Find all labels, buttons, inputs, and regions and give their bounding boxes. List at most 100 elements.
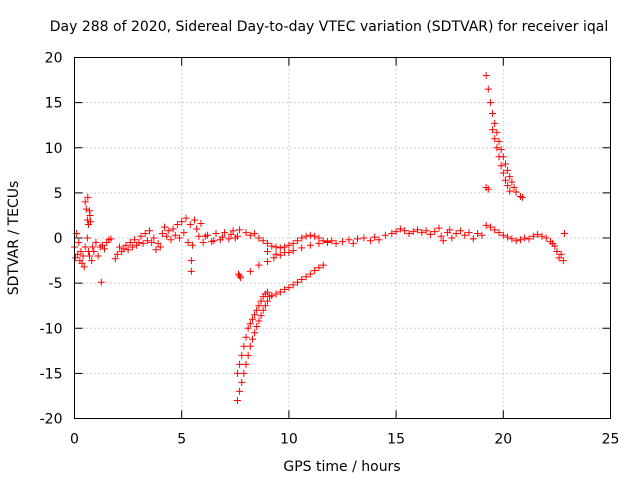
data-point xyxy=(486,223,494,231)
data-point xyxy=(482,221,490,229)
data-point xyxy=(516,236,524,244)
data-point xyxy=(366,237,374,245)
y-tick-labels: -20 -15 -10 -5 0 5 10 15 20 xyxy=(40,51,63,428)
data-point xyxy=(504,166,512,174)
y-tick-label: 5 xyxy=(54,186,63,202)
data-point xyxy=(508,178,516,186)
data-point xyxy=(193,225,201,233)
data-point xyxy=(72,254,80,262)
data-point xyxy=(251,329,259,337)
data-point xyxy=(504,233,512,241)
y-tick-label: 15 xyxy=(45,96,63,112)
data-point xyxy=(176,234,184,242)
data-point xyxy=(236,272,244,280)
data-point xyxy=(306,270,314,278)
data-point xyxy=(255,234,263,242)
data-point xyxy=(111,255,119,263)
data-point xyxy=(246,231,254,239)
data-point xyxy=(506,187,514,195)
data-point xyxy=(167,236,175,244)
data-point xyxy=(448,234,456,242)
data-point xyxy=(238,351,246,359)
data-point xyxy=(270,254,278,262)
data-point xyxy=(414,226,422,234)
data-point xyxy=(242,229,250,237)
data-point xyxy=(235,270,243,278)
data-points xyxy=(71,72,568,404)
data-point xyxy=(360,234,368,242)
data-point xyxy=(257,297,265,305)
data-point xyxy=(311,232,319,240)
data-point xyxy=(86,252,94,260)
data-point xyxy=(248,335,256,343)
data-point xyxy=(246,342,254,350)
data-point xyxy=(371,233,379,241)
data-point xyxy=(87,218,95,226)
data-point xyxy=(315,239,323,247)
data-point xyxy=(276,288,284,296)
data-point xyxy=(236,387,244,395)
data-point xyxy=(491,226,499,234)
data-point xyxy=(94,252,102,260)
data-point xyxy=(298,244,306,252)
data-point xyxy=(495,229,503,237)
data-point xyxy=(158,229,166,237)
data-point xyxy=(128,243,136,251)
data-point xyxy=(251,229,259,237)
data-point xyxy=(489,126,497,134)
data-point xyxy=(178,218,186,226)
data-point xyxy=(101,245,109,253)
data-point xyxy=(446,226,454,234)
data-point xyxy=(497,162,505,170)
data-point xyxy=(152,246,160,254)
data-point xyxy=(289,281,297,289)
data-point xyxy=(180,229,188,237)
data-point xyxy=(246,267,254,275)
data-point xyxy=(171,231,179,239)
data-point xyxy=(80,263,88,271)
data-point xyxy=(263,257,271,265)
data-point xyxy=(323,238,331,246)
data-point xyxy=(484,185,492,193)
data-point xyxy=(201,232,209,240)
data-point xyxy=(257,312,265,320)
data-point xyxy=(381,231,389,239)
data-point xyxy=(242,360,250,368)
data-point xyxy=(82,205,90,213)
data-point xyxy=(77,248,85,256)
data-point xyxy=(126,239,134,247)
data-point xyxy=(493,144,501,152)
data-point xyxy=(240,369,248,377)
chart-title: Day 288 of 2020, Sidereal Day-to-day VTE… xyxy=(50,19,608,35)
data-point xyxy=(405,229,413,237)
data-point xyxy=(285,284,293,292)
data-point xyxy=(452,229,460,237)
data-point xyxy=(259,306,267,314)
y-tick-label: -20 xyxy=(40,412,63,428)
data-point xyxy=(409,228,417,236)
data-point xyxy=(431,228,439,236)
data-point xyxy=(388,229,396,237)
data-point xyxy=(253,322,261,330)
data-point xyxy=(519,193,527,201)
data-point xyxy=(332,239,340,247)
data-point xyxy=(491,119,499,127)
data-point xyxy=(263,297,271,305)
data-point xyxy=(469,235,477,243)
data-point xyxy=(188,241,196,249)
data-point xyxy=(542,234,550,242)
data-point xyxy=(349,239,357,247)
data-point xyxy=(90,248,98,256)
data-point xyxy=(210,237,218,245)
data-point xyxy=(465,229,473,237)
data-point xyxy=(293,237,301,245)
data-point xyxy=(197,220,205,228)
data-point xyxy=(88,257,96,265)
data-point xyxy=(137,232,145,240)
data-point xyxy=(499,231,507,239)
data-point xyxy=(298,234,306,242)
data-point xyxy=(392,228,400,236)
data-point xyxy=(98,241,106,249)
data-point xyxy=(435,224,443,232)
